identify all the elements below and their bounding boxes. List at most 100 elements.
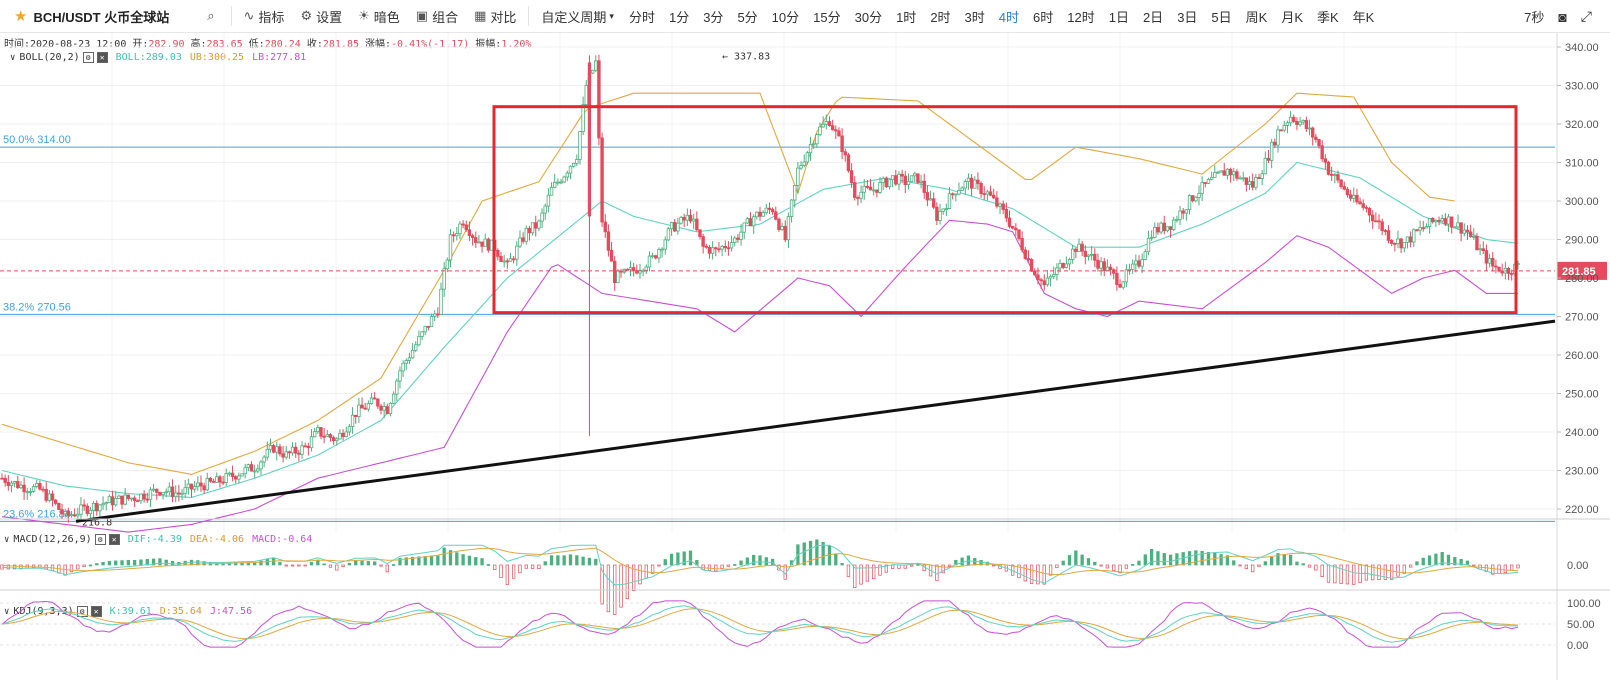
period-tab-4[interactable]: 10分 — [771, 9, 800, 25]
macd-bar — [1156, 551, 1160, 566]
candle-body — [284, 451, 288, 458]
period-tab-10[interactable]: 4时 — [998, 9, 1020, 25]
candle-body — [818, 126, 822, 135]
settings-button[interactable]: ⚙ 设置 — [292, 0, 350, 33]
macd-bar — [1036, 564, 1040, 585]
combo-button[interactable]: ▣ 组合 — [408, 0, 466, 33]
candle-body — [1298, 121, 1302, 125]
annotations: ← 337.83 216.8 281.85 — [0, 51, 1607, 528]
period-tab-12[interactable]: 12时 — [1067, 9, 1095, 25]
theme-button[interactable]: ☀ 暗色 — [350, 0, 408, 33]
candle-body — [846, 154, 851, 172]
period-tab-18[interactable]: 月K — [1281, 9, 1303, 25]
custom-period-dropdown[interactable]: 自定义周期 ▾ — [533, 0, 622, 33]
period-tab-13[interactable]: 1日 — [1108, 9, 1129, 25]
period-tab-0[interactable]: 分时 — [628, 9, 655, 25]
period-tab-9[interactable]: 3时 — [964, 9, 985, 25]
indicator-icon: ∿ — [243, 8, 255, 23]
refresh-interval[interactable]: 7秒 — [1524, 10, 1545, 25]
period-tab-19[interactable]: 季K — [1317, 9, 1339, 25]
candle-body — [1108, 266, 1113, 271]
period-tab-16[interactable]: 5日 — [1211, 9, 1232, 25]
candle-body — [410, 349, 415, 359]
collapse-chevron-icon[interactable]: ∨ — [4, 606, 10, 617]
indicator-button[interactable]: ∿ 指标 — [236, 0, 293, 33]
boll-settings-icon[interactable]: ⚙ — [82, 52, 94, 63]
period-tab-7[interactable]: 1时 — [896, 9, 917, 25]
candle-body — [635, 270, 639, 274]
macd-bar — [1301, 563, 1305, 566]
candle-body — [1197, 192, 1201, 198]
macd-legend: ∨ MACD(12,26,9) ⚙ ✕ DIF:-4.39 DEA:-4.06 … — [4, 534, 312, 545]
kline-chart[interactable]: 50.0% 314.00 38.2% 270.56 23.6% 216.80 ← 3… — [0, 33, 1610, 680]
candle-body — [151, 488, 156, 491]
macd-bar — [107, 560, 112, 566]
candle-body — [420, 331, 424, 337]
period-tab-1[interactable]: 1分 — [668, 9, 690, 25]
symbol-search-button[interactable]: ⌕ — [199, 0, 226, 33]
candle-body — [325, 434, 330, 437]
period-tab-20[interactable]: 年K — [1352, 9, 1375, 25]
macd-settings-icon[interactable]: ⚙ — [94, 534, 106, 545]
candle-body — [1244, 177, 1249, 185]
kdj-close-icon[interactable]: ✕ — [90, 606, 102, 617]
candle-body — [992, 194, 996, 199]
candle-body — [1115, 272, 1119, 285]
candle-body — [1020, 238, 1024, 251]
candle-body — [998, 203, 1002, 207]
macd-bar — [1143, 554, 1147, 566]
collapse-chevron-icon[interactable]: ∨ — [10, 52, 16, 63]
period-tab-6[interactable]: 30分 — [854, 9, 883, 25]
candle-body — [1105, 266, 1110, 272]
macd-bar — [530, 564, 535, 569]
candle-body — [954, 193, 958, 196]
compare-button[interactable]: ▦ 对比 — [466, 0, 524, 33]
macd-bar — [410, 556, 415, 566]
macd-bar — [1446, 554, 1451, 566]
macd-close-icon[interactable]: ✕ — [108, 534, 120, 545]
period-tab-5[interactable]: 15分 — [813, 9, 841, 25]
macd-bar — [474, 557, 478, 566]
candle-body — [938, 210, 942, 221]
price-tick-label: 260.00 — [1565, 350, 1599, 362]
period-tab-11[interactable]: 6时 — [1033, 9, 1054, 25]
candle-body — [385, 406, 390, 415]
candle-body — [1481, 248, 1485, 252]
period-tab-17[interactable]: 周K — [1245, 9, 1268, 25]
candle-body — [1222, 170, 1226, 176]
macd-bar — [815, 539, 819, 566]
period-tab-3[interactable]: 5分 — [737, 9, 758, 25]
macd-bar — [398, 557, 402, 566]
period-tab-8[interactable]: 2时 — [930, 9, 951, 25]
candle-body — [426, 325, 431, 328]
kdj-settings-icon[interactable]: ⚙ — [76, 606, 88, 617]
candle-body — [530, 222, 535, 234]
candle-body — [666, 228, 671, 241]
candle-body — [224, 473, 228, 483]
boll-close-icon[interactable]: ✕ — [96, 52, 108, 63]
macd-bar — [253, 562, 257, 566]
compare-label: 对比 — [490, 9, 517, 25]
macd-dif-value: DIF:-4.39 — [127, 534, 182, 545]
collapse-chevron-icon[interactable]: ∨ — [4, 534, 10, 545]
candle-body — [6, 482, 11, 487]
candle-body — [439, 288, 443, 315]
candle-body — [682, 216, 686, 221]
candle-body — [906, 181, 911, 186]
candle-body — [1159, 222, 1163, 233]
fullscreen-icon[interactable]: ⤢ — [1580, 8, 1592, 24]
candle-body — [824, 121, 829, 125]
candle-body — [1039, 279, 1043, 282]
candle-body — [660, 248, 664, 251]
macd-bar — [12, 564, 17, 570]
current-price-label: 281.85 — [1562, 266, 1596, 278]
symbol-title[interactable]: BCH/USDT 火币全球站 — [33, 9, 170, 25]
candle-body — [22, 484, 26, 493]
period-tab-2[interactable]: 3分 — [703, 9, 724, 25]
period-tab-14[interactable]: 2日 — [1142, 9, 1164, 25]
period-tab-15[interactable]: 3日 — [1177, 9, 1198, 25]
macd-bar — [1029, 564, 1034, 585]
candle-body — [382, 406, 386, 411]
camera-icon[interactable]: ◙ — [1558, 8, 1567, 25]
favorite-star-icon[interactable]: ★ — [14, 8, 28, 25]
